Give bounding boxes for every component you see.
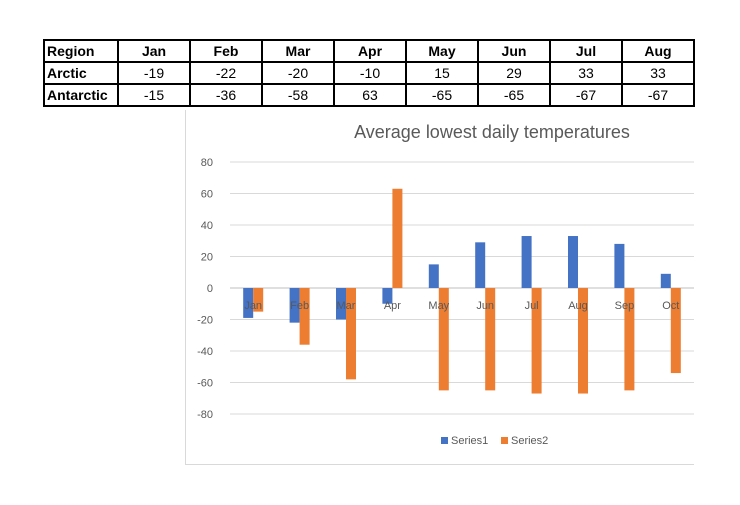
bar-series2-feb	[299, 288, 310, 345]
chart-area: Average lowest daily temperatures 80 60 40…	[185, 110, 694, 465]
header-cell-jan: Jan	[117, 39, 191, 63]
bars	[243, 188, 681, 394]
bar-series2-may	[438, 288, 449, 391]
table-cell: -36	[189, 83, 263, 107]
bar-series2-apr	[392, 188, 403, 288]
table-cell: -65	[405, 83, 479, 107]
x-tick-label: Jun	[476, 300, 494, 312]
bar-series2-jul	[531, 288, 542, 394]
y-tick-label: -20	[197, 315, 213, 327]
data-table: Region Jan Feb Mar Apr May Jun Jul Aug A…	[43, 39, 695, 107]
table-cell: 29	[477, 61, 551, 85]
bar-series2-mar	[346, 288, 356, 380]
bar-series1-aug	[568, 236, 578, 288]
legend-swatch	[441, 437, 448, 444]
legend-swatch	[501, 437, 508, 444]
table-cell: -20	[261, 61, 335, 85]
y-tick-label: -60	[197, 378, 213, 390]
y-tick-label: 80	[201, 157, 213, 169]
legend: Series1 Series2	[441, 435, 548, 447]
table-row-antarctic: Antarctic -15 -36 -58 63 -65 -65 -67 -67	[43, 83, 695, 107]
x-tick-label: Mar	[337, 300, 356, 312]
bar-series1-jun	[475, 242, 486, 288]
y-tick-label: -80	[197, 409, 213, 421]
legend-label: Series2	[511, 435, 548, 447]
table-cell: 15	[405, 61, 479, 85]
bar-series2-jun	[485, 288, 496, 391]
table-cell: -15	[117, 83, 191, 107]
table-cell: -65	[477, 83, 551, 107]
y-tick-label: -40	[197, 346, 213, 358]
x-tick-label: May	[428, 300, 449, 312]
x-tick-label: Jan	[244, 300, 262, 312]
header-cell-apr: Apr	[333, 39, 407, 63]
x-tick-label: Sep	[615, 300, 635, 312]
bar-series2-aug	[578, 288, 588, 394]
x-axis-labels: Jan Feb Mar Apr May Jun Jul Aug Sep Oct	[244, 300, 679, 312]
header-cell-aug: Aug	[621, 39, 695, 63]
bar-series2-sep	[624, 288, 635, 391]
bar-series2-jan	[253, 288, 264, 312]
header-cell-mar: Mar	[261, 39, 335, 63]
bar-series1-sep	[614, 243, 625, 288]
table-cell: 33	[549, 61, 623, 85]
header-cell-feb: Feb	[189, 39, 263, 63]
row-label: Antarctic	[43, 83, 119, 107]
header-cell-may: May	[405, 39, 479, 63]
table-cell: -67	[621, 83, 695, 107]
bar-series2-oct	[670, 288, 681, 374]
y-tick-label: 20	[201, 252, 213, 264]
table-row-arctic: Arctic -19 -22 -20 -10 15 29 33 33	[43, 61, 695, 85]
header-cell-region: Region	[43, 39, 119, 63]
table-cell: -10	[333, 61, 407, 85]
bar-series1-may	[428, 264, 439, 288]
bar-series1-jul	[521, 236, 532, 288]
row-label: Arctic	[43, 61, 119, 85]
x-tick-label: Jul	[525, 300, 539, 312]
x-tick-label: Feb	[290, 300, 309, 312]
y-tick-label: 0	[207, 283, 213, 295]
y-tick-label: 60	[201, 189, 213, 201]
table-cell: -67	[549, 83, 623, 107]
x-tick-label: Apr	[384, 300, 401, 312]
table-cell: 63	[333, 83, 407, 107]
x-tick-label: Oct	[662, 300, 679, 312]
x-tick-label: Aug	[568, 300, 588, 312]
legend-label: Series1	[451, 435, 488, 447]
bar-series1-oct	[660, 273, 671, 288]
table-cell: -22	[189, 61, 263, 85]
bar-series1-mar	[336, 288, 346, 320]
bar-series1-feb	[289, 288, 300, 323]
table-cell: 33	[621, 61, 695, 85]
y-tick-label: 40	[201, 220, 213, 232]
chart-title: Average lowest daily temperatures	[354, 122, 630, 142]
bar-series1-jan	[243, 288, 254, 318]
header-cell-jul: Jul	[549, 39, 623, 63]
table-header-row: Region Jan Feb Mar Apr May Jun Jul Aug	[43, 39, 695, 63]
bar-chart: Average lowest daily temperatures 80 60 40…	[197, 122, 694, 447]
table-cell: -19	[117, 61, 191, 85]
table-cell: -58	[261, 83, 335, 107]
header-cell-jun: Jun	[477, 39, 551, 63]
y-axis-labels: 80 60 40 20 0 -20 -40 -60 -80	[197, 157, 213, 421]
bar-series1-apr	[382, 288, 393, 304]
